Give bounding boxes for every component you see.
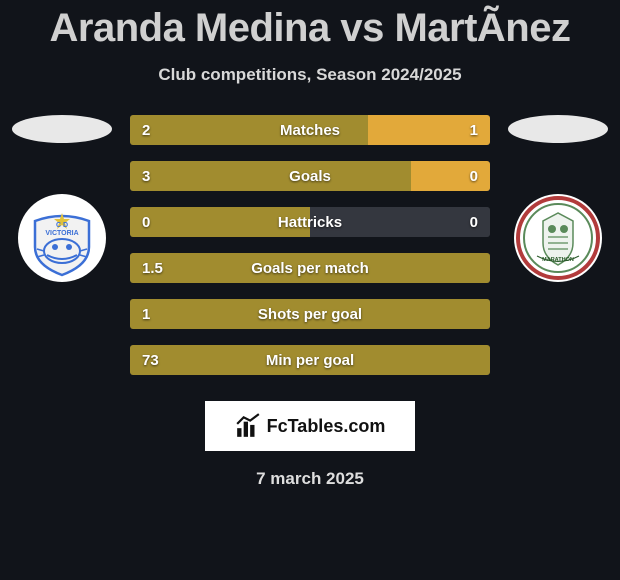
player2-name: MartÃnez <box>394 6 570 50</box>
stat-label: Matches <box>130 115 490 145</box>
svg-text:VICTORIA: VICTORIA <box>45 230 78 237</box>
stat-row: 30Goals <box>130 161 490 191</box>
stat-row: 00Hattricks <box>130 207 490 237</box>
right-ellipse <box>508 115 608 143</box>
stat-row: 1Shots per goal <box>130 299 490 329</box>
brand-chart-icon <box>235 413 261 439</box>
stat-label: Goals <box>130 161 490 191</box>
comparison-title: Aranda Medina vs MartÃnez <box>0 0 620 51</box>
svg-text:C D: C D <box>56 222 68 229</box>
vs-text: vs <box>340 6 384 50</box>
right-club-logo: MARATHON <box>513 193 603 283</box>
stat-label: Shots per goal <box>130 299 490 329</box>
right-logo-column: MARATHON <box>502 115 614 283</box>
stat-label: Goals per match <box>130 253 490 283</box>
stat-label: Hattricks <box>130 207 490 237</box>
brand-text: FcTables.com <box>267 416 386 437</box>
main-layout: C D VICTORIA 21Matches 30Goals 00Hattricks… <box>0 115 620 375</box>
stats-rows: 21Matches 30Goals 00Hattricks 1.5Goals per … <box>118 115 502 375</box>
player1-name: Aranda Medina <box>50 6 330 50</box>
brand-box: FcTables.com <box>205 401 415 451</box>
stat-row: 1.5Goals per match <box>130 253 490 283</box>
left-logo-column: C D VICTORIA <box>6 115 118 283</box>
left-club-logo: C D VICTORIA <box>17 193 107 283</box>
stat-row: 73Min per goal <box>130 345 490 375</box>
stat-row: 21Matches <box>130 115 490 145</box>
date-text: 7 march 2025 <box>0 469 620 489</box>
svg-text:MARATHON: MARATHON <box>542 257 574 263</box>
stat-label: Min per goal <box>130 345 490 375</box>
left-ellipse <box>12 115 112 143</box>
subtitle: Club competitions, Season 2024/2025 <box>0 65 620 85</box>
